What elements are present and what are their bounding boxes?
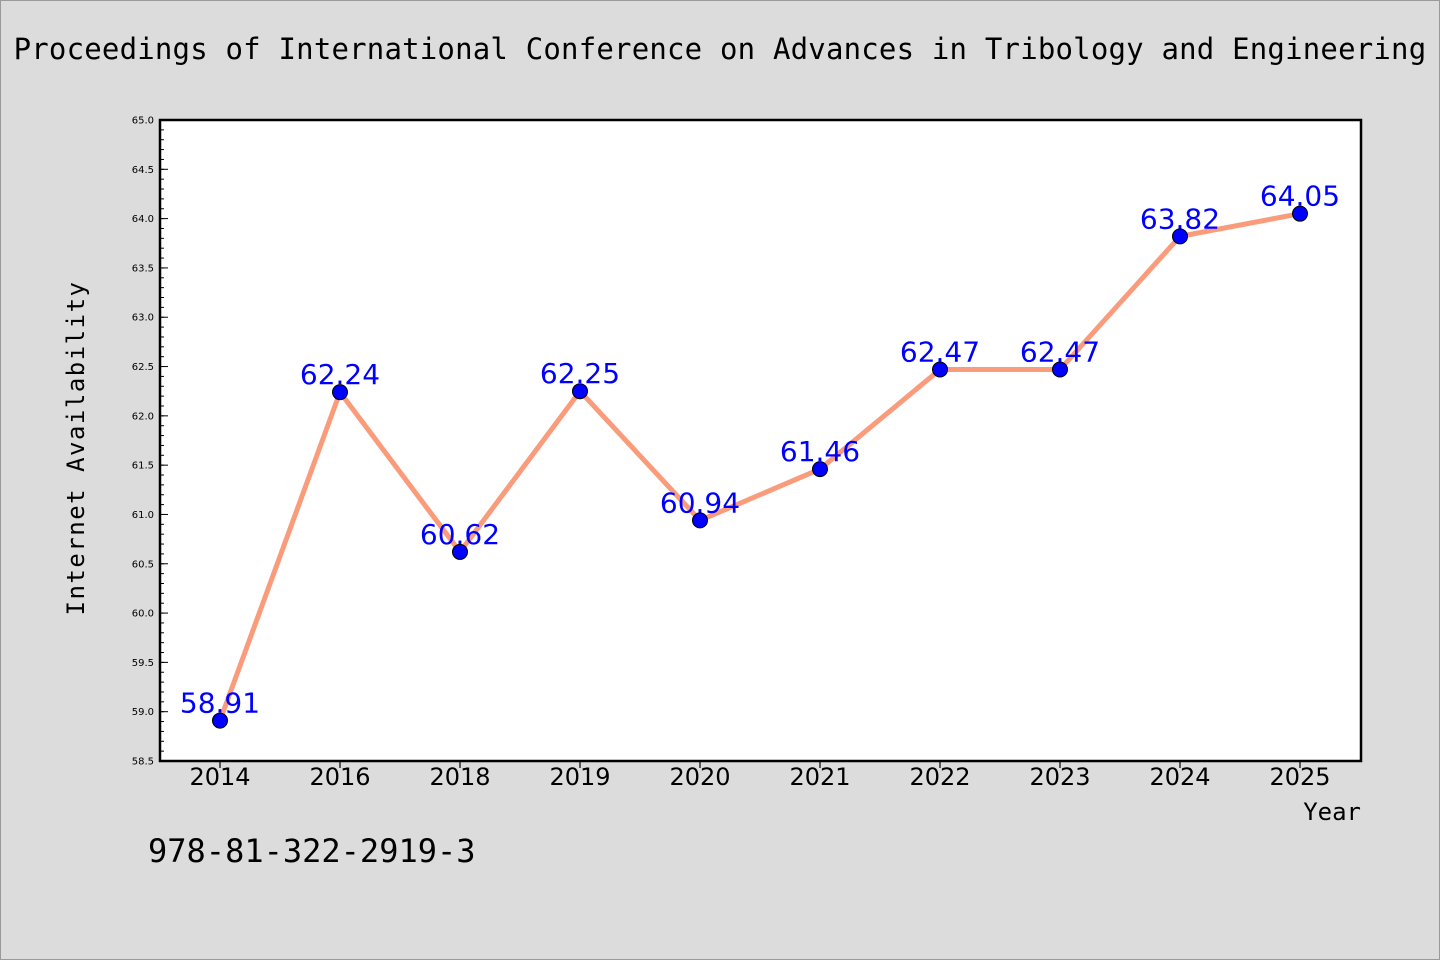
y-tick-label: 61.5 bbox=[132, 461, 154, 472]
data-label: 64.05 bbox=[1260, 180, 1340, 213]
data-label: 61.46 bbox=[780, 435, 860, 468]
x-axis-title: Year bbox=[1303, 798, 1361, 826]
data-point bbox=[1172, 228, 1188, 245]
y-axis: 58.5 59.0 59.5 60.0 60.5 61.0 61.5 62.0 62.5 63.0… bbox=[132, 116, 168, 768]
x-tick-label: 2023 bbox=[1029, 763, 1090, 791]
y-tick-label: 60.0 bbox=[132, 609, 154, 620]
y-tick-label: 65.0 bbox=[132, 116, 154, 127]
data-point bbox=[1292, 205, 1308, 222]
y-tick-label: 64.5 bbox=[132, 165, 154, 176]
y-tick-label: 60.5 bbox=[132, 559, 154, 570]
data-point bbox=[332, 384, 348, 401]
isbn-text: 978-81-322-2919-3 bbox=[148, 832, 476, 870]
series-line bbox=[217, 211, 1301, 722]
data-label: 58.91 bbox=[180, 687, 260, 720]
y-tick-label: 62.0 bbox=[132, 411, 154, 422]
y-tick-label: 64.0 bbox=[132, 214, 154, 225]
page-title: Proceedings of International Conference … bbox=[13, 32, 1427, 66]
data-point bbox=[212, 712, 228, 729]
x-tick-label: 2020 bbox=[669, 763, 730, 791]
y-tick-label: 59.0 bbox=[132, 707, 154, 718]
series-layer bbox=[217, 211, 1301, 722]
y-tick-label: 62.5 bbox=[132, 362, 154, 373]
y-tick-label: 59.5 bbox=[132, 658, 154, 669]
y-tick-label: 61.0 bbox=[132, 510, 154, 521]
data-point bbox=[812, 461, 828, 478]
data-label-layer: 58.91 62.24 60.62 62.25 60.94 61.46 62.47 62.47… bbox=[180, 180, 1340, 720]
x-tick-label: 2025 bbox=[1269, 763, 1330, 791]
data-label: 60.94 bbox=[660, 486, 740, 519]
x-axis: 2014 2016 2018 2019 2020 2021 2022 2023 2024 2025 bbox=[189, 761, 1331, 791]
data-label: 62.25 bbox=[540, 357, 620, 390]
data-label: 63.82 bbox=[1140, 202, 1220, 235]
x-tick-label: 2016 bbox=[309, 763, 370, 791]
x-tick-label: 2022 bbox=[909, 763, 970, 791]
y-axis-title: Internet Availability bbox=[62, 281, 90, 616]
data-label: 62.47 bbox=[900, 335, 980, 368]
x-tick-label: 2024 bbox=[1149, 763, 1210, 791]
y-tick-label: 58.5 bbox=[132, 757, 154, 768]
marker-layer bbox=[212, 205, 1308, 729]
data-point bbox=[572, 383, 588, 400]
y-tick-label: 63.5 bbox=[132, 263, 154, 274]
x-tick-label: 2018 bbox=[429, 763, 490, 791]
x-tick-label: 2014 bbox=[189, 763, 250, 791]
plot-area bbox=[158, 118, 1363, 763]
data-label: 62.47 bbox=[1020, 335, 1100, 368]
data-label: 60.62 bbox=[420, 518, 500, 551]
y-tick-label: 63.0 bbox=[132, 313, 154, 324]
data-point bbox=[1052, 361, 1068, 378]
x-tick-label: 2019 bbox=[549, 763, 610, 791]
data-point bbox=[452, 543, 468, 560]
x-tick-label: 2021 bbox=[789, 763, 850, 791]
data-label: 62.24 bbox=[300, 358, 380, 391]
data-point bbox=[692, 512, 708, 529]
data-point bbox=[932, 361, 948, 378]
